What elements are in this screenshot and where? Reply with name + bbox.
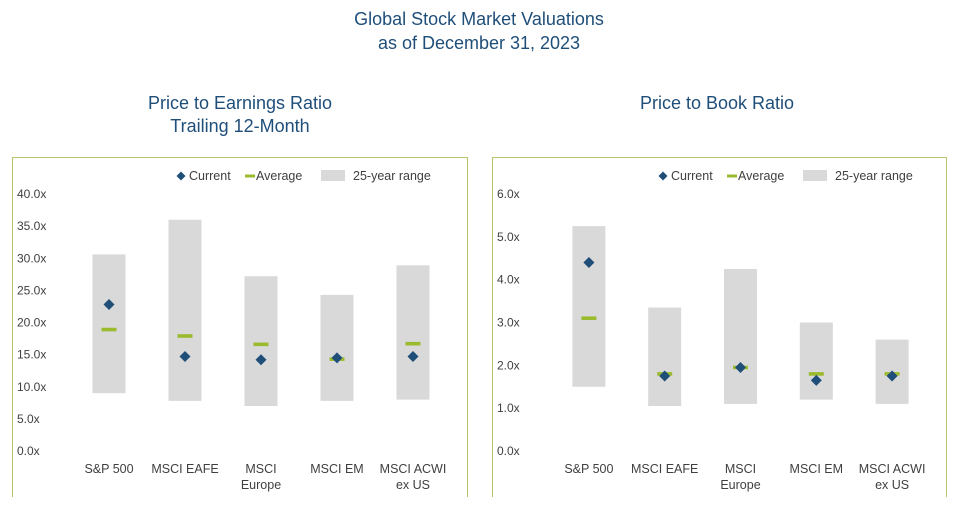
current-marker (407, 351, 419, 363)
y-tick-label: 0.0x (497, 444, 520, 458)
x-category-label: MSCI (725, 462, 756, 476)
pb-chart-title: Price to Book Ratio (639, 93, 795, 113)
y-tick-label: 2.0x (497, 358, 520, 372)
pe-chart-panel: 0.0x 5.0x 10.0x 15.0x 20.0x 25.0x 30.0x 35.0x 40… (12, 157, 468, 497)
legend-current-label: Current (671, 169, 713, 183)
average-marker (177, 334, 193, 338)
legend-current-icon (176, 171, 186, 181)
y-tick-label: 35.0x (17, 219, 46, 233)
x-category-label: Europe (241, 478, 281, 492)
x-category-label: S&P 500 (84, 462, 133, 476)
y-tick-label: 5.0x (17, 412, 40, 426)
y-tick-label: 0.0x (17, 444, 40, 458)
y-tick-label: 6.0x (497, 187, 520, 201)
legend-range-label: 25-year range (353, 169, 431, 183)
x-category-label: MSCI EAFE (151, 462, 218, 476)
pb-chart: 0.0x 1.0x 2.0x 3.0x 4.0x 5.0x 6.0x S&P 500 MSCI … (497, 169, 926, 492)
main-title-line-1: Global Stock Market Valuations (354, 9, 604, 29)
legend-average-icon (245, 174, 255, 178)
current-marker (583, 257, 595, 269)
y-tick-label: 30.0x (17, 251, 46, 265)
range-bar (799, 322, 833, 400)
y-tick-label: 4.0x (497, 273, 520, 287)
current-marker (735, 361, 746, 373)
current-marker (810, 374, 822, 386)
average-marker (253, 342, 269, 347)
range-bar (168, 219, 202, 401)
range-bar (724, 268, 757, 404)
current-marker (659, 370, 671, 382)
x-category-label: MSCI ACWI (859, 462, 926, 476)
current-marker (886, 370, 898, 382)
x-category-label: MSCI (245, 462, 276, 476)
legend-range-icon (803, 170, 827, 181)
main-title-line-2: as of December 31, 2023 (377, 33, 581, 53)
range-bar (92, 254, 126, 394)
x-category-label: Europe (720, 478, 760, 492)
y-tick-label: 5.0x (497, 230, 520, 244)
legend-average-icon (727, 174, 737, 178)
x-category-label: MSCI ACWI (380, 462, 447, 476)
pb-chart-panel: 0.0x 1.0x 2.0x 3.0x 4.0x 5.0x 6.0x S&P 500 MSCI … (492, 157, 947, 497)
current-marker (331, 352, 343, 364)
range-bar (648, 307, 682, 407)
x-category-label: ex US (396, 478, 430, 492)
y-tick-label: 40.0x (17, 187, 46, 201)
current-marker (103, 299, 115, 311)
range-bar (320, 294, 354, 401)
legend-current-label: Current (189, 169, 231, 183)
legend-range-icon (321, 170, 345, 181)
x-category-label: MSCI EM (790, 462, 843, 476)
legend-average-label: Average (738, 169, 784, 183)
y-tick-label: 3.0x (497, 316, 520, 330)
legend-current-icon (658, 171, 668, 181)
y-tick-label: 10.0x (17, 380, 46, 394)
x-category-label: S&P 500 (564, 462, 613, 476)
x-category-label: ex US (875, 478, 909, 492)
pe-chart-subtitle: Trailing 12-Month (170, 116, 310, 136)
legend-average-label: Average (256, 169, 302, 183)
legend-range-label: 25-year range (835, 169, 913, 183)
y-tick-label: 1.0x (497, 401, 520, 415)
range-bar (572, 226, 606, 387)
average-marker (581, 316, 597, 321)
range-bar (396, 265, 430, 400)
current-marker (179, 351, 191, 363)
average-marker (808, 372, 824, 376)
current-marker (255, 354, 267, 366)
x-category-label: MSCI EM (310, 462, 363, 476)
y-tick-label: 15.0x (17, 348, 46, 362)
pe-chart-title: Price to Earnings Ratio (147, 93, 333, 113)
x-category-label: MSCI EAFE (631, 462, 698, 476)
y-tick-label: 20.0x (17, 316, 46, 330)
average-marker (101, 327, 117, 332)
range-bar (244, 276, 278, 407)
average-marker (405, 341, 421, 346)
pe-chart: 0.0x 5.0x 10.0x 15.0x 20.0x 25.0x 30.0x 35.0x 40… (17, 169, 447, 492)
y-tick-label: 25.0x (17, 283, 46, 297)
